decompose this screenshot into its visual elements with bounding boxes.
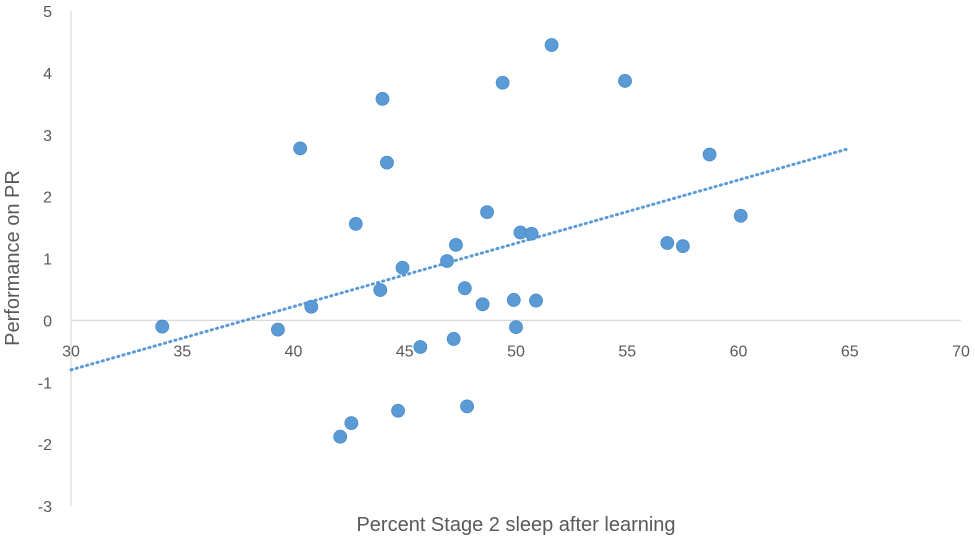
- data-point: [413, 340, 428, 354]
- data-point: [380, 155, 394, 170]
- data-point: [457, 281, 472, 296]
- x-tick-label: 45: [396, 343, 414, 360]
- y-tick-label: 3: [43, 128, 52, 145]
- data-point: [480, 205, 494, 219]
- x-axis-title: Percent Stage 2 sleep after learning: [356, 514, 675, 536]
- data-point: [495, 75, 510, 90]
- data-point: [391, 403, 405, 418]
- x-tick-label: 30: [62, 343, 80, 360]
- x-tick-label: 60: [730, 343, 748, 360]
- data-point: [660, 236, 675, 250]
- data-point: [440, 254, 454, 268]
- data-point: [446, 332, 461, 346]
- y-tick-label: 2: [43, 190, 52, 207]
- data-point: [449, 237, 463, 252]
- data-point: [475, 297, 490, 312]
- data-point: [293, 141, 308, 156]
- x-tick-label: 35: [173, 343, 191, 360]
- data-point: [373, 283, 388, 297]
- y-tick-label: -2: [38, 437, 52, 454]
- x-tick-label: 65: [841, 343, 859, 360]
- data-point: [271, 322, 285, 337]
- trendline-layer: [69, 146, 852, 372]
- data-point: [544, 38, 559, 52]
- data-point: [509, 320, 523, 335]
- data-point: [524, 226, 539, 241]
- x-tick-label: 55: [618, 343, 636, 360]
- data-point: [675, 239, 690, 254]
- data-point: [702, 147, 717, 162]
- y-tick-label: 5: [43, 4, 52, 21]
- data-point: [375, 91, 390, 106]
- trendline: [69, 146, 852, 372]
- data-point: [155, 319, 170, 334]
- x-tick-label: 50: [507, 343, 525, 360]
- data-point: [460, 399, 474, 414]
- y-tick-label: 0: [43, 313, 52, 330]
- x-tick-label: 70: [952, 343, 970, 360]
- data-point: [348, 216, 363, 231]
- y-tick-label: 4: [43, 66, 52, 83]
- data-point: [618, 74, 632, 88]
- data-point: [733, 208, 748, 223]
- data-point: [506, 293, 521, 307]
- y-tick-label: -1: [38, 375, 52, 392]
- y-tick-label: -3: [38, 499, 52, 516]
- x-tick-label: 40: [285, 343, 303, 360]
- data-point: [395, 260, 410, 275]
- axes: [70, 11, 961, 506]
- data-point: [344, 416, 359, 430]
- data-point: [529, 293, 543, 308]
- y-tick-label: 1: [43, 252, 52, 269]
- data-point: [333, 429, 348, 444]
- points-layer: [155, 38, 748, 444]
- data-point: [304, 299, 319, 314]
- y-axis-title: Performance on PR: [2, 170, 24, 346]
